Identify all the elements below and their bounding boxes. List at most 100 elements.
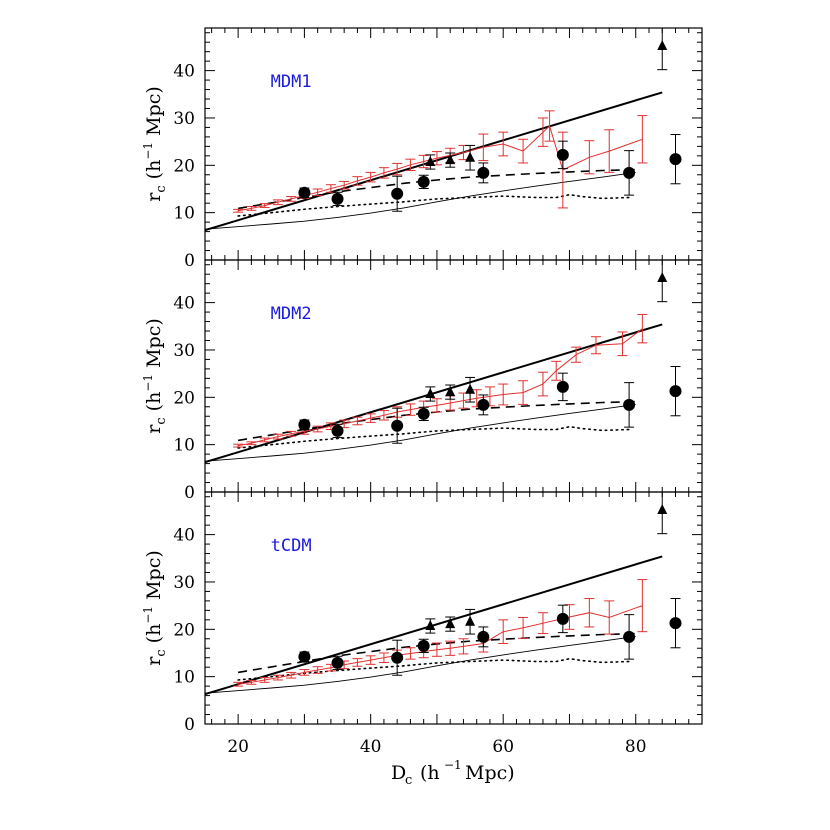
- y-axis-label-part: c: [154, 649, 169, 656]
- data-point-triangle: [445, 154, 456, 165]
- y-axis-label-part: −1: [141, 142, 155, 160]
- x-axis-label: D c (h −1 Mpc): [391, 758, 515, 788]
- data-point-circle: [556, 612, 569, 625]
- data-point-circle: [417, 175, 430, 188]
- y-tick-label: 0: [184, 715, 195, 735]
- y-tick-label: 20: [173, 620, 195, 640]
- data-point-circle: [331, 656, 344, 669]
- data-point-triangle: [465, 151, 476, 162]
- x-tick-label: 20: [227, 737, 249, 757]
- data-point-circle: [298, 650, 311, 663]
- data-point-circle: [417, 639, 430, 652]
- dotted-line: [237, 425, 630, 449]
- data-point-triangle: [445, 618, 456, 629]
- data-point-circle: [477, 630, 490, 643]
- y-tick-label: 40: [173, 526, 195, 546]
- data-point-circle: [391, 187, 404, 200]
- data-point-triangle: [425, 619, 436, 630]
- x-axis-label-unit: Mpc): [465, 762, 515, 784]
- data-point-circle: [623, 630, 636, 643]
- y-tick-label: 40: [173, 294, 195, 314]
- y-axis-label-part: Mpc): [143, 318, 165, 374]
- x-axis-label-paren: (h: [420, 762, 440, 784]
- data-point-circle: [556, 148, 569, 161]
- y-axis-label-part: −1: [141, 606, 155, 624]
- x-axis-label-subscript: c: [405, 773, 412, 788]
- model-line: [238, 328, 643, 447]
- y-tick-label: 30: [173, 573, 195, 593]
- y-axis-label-part: c: [154, 185, 169, 192]
- panel-label: tCDM: [271, 536, 312, 556]
- y-tick-label: 10: [173, 668, 195, 688]
- y-tick-label: 30: [173, 341, 195, 361]
- data-point-circle: [391, 651, 404, 664]
- dotted-line: [237, 657, 630, 681]
- data-point-circle: [391, 419, 404, 432]
- data-point-circle: [298, 418, 311, 431]
- thin-solid-line: [205, 171, 636, 230]
- y-axis-label-part: r: [143, 192, 165, 202]
- data-point-circle: [623, 398, 636, 411]
- x-tick-label: 80: [625, 737, 647, 757]
- y-tick-label: 30: [173, 109, 195, 129]
- y-axis-label-part: r: [143, 656, 165, 666]
- y-axis-label-part: r: [143, 424, 165, 434]
- thin-solid-line: [205, 635, 636, 694]
- y-axis-label-part: c: [154, 417, 169, 424]
- panel-frame: [204, 491, 703, 725]
- data-point-triangle: [425, 387, 436, 398]
- data-point-triangle: [445, 386, 456, 397]
- thick-solid-line: [205, 555, 663, 696]
- y-tick-label: 10: [173, 436, 195, 456]
- y-axis-label-part: Mpc): [143, 86, 165, 142]
- y-axis-label: rc (h−1 Mpc): [141, 86, 169, 202]
- y-axis-label-part: (h: [143, 624, 165, 650]
- data-point-circle: [477, 398, 490, 411]
- data-point-triangle: [657, 271, 668, 282]
- model-line: [238, 605, 643, 685]
- x-tick-label: 40: [360, 737, 382, 757]
- data-point-circle: [417, 407, 430, 420]
- panel-label: MDM1: [271, 72, 312, 92]
- plot-area: [205, 492, 682, 696]
- y-axis-label-part: −1: [141, 374, 155, 392]
- data-point-circle: [669, 617, 682, 630]
- thin-solid-line: [205, 403, 636, 462]
- data-point-triangle: [465, 615, 476, 626]
- data-point-triangle: [425, 155, 436, 166]
- plot-area: [205, 260, 682, 464]
- y-tick-label: 0: [184, 483, 195, 503]
- y-tick-label: 40: [173, 62, 195, 82]
- plot-area: [205, 28, 682, 232]
- data-point-triangle: [657, 39, 668, 50]
- y-axis-label-part: (h: [143, 160, 165, 186]
- dashed-line: [237, 632, 636, 674]
- dotted-line: [237, 193, 630, 217]
- x-axis-label-superscript: −1: [444, 758, 462, 772]
- y-tick-label: 20: [173, 388, 195, 408]
- y-axis-label-part: (h: [143, 392, 165, 418]
- data-point-circle: [669, 385, 682, 398]
- data-point-circle: [298, 186, 311, 199]
- data-point-circle: [331, 424, 344, 437]
- y-axis-label: rc (h−1 Mpc): [141, 318, 169, 434]
- data-point-circle: [669, 153, 682, 166]
- y-tick-label: 0: [184, 251, 195, 271]
- y-tick-label: 20: [173, 156, 195, 176]
- data-point-triangle: [465, 383, 476, 394]
- x-axis-label-main: D: [391, 762, 406, 784]
- thick-solid-line: [205, 91, 663, 232]
- x-tick-label: 60: [492, 737, 514, 757]
- y-axis-label: rc (h−1 Mpc): [141, 550, 169, 666]
- y-tick-label: 10: [173, 204, 195, 224]
- data-point-circle: [477, 166, 490, 179]
- data-point-circle: [623, 166, 636, 179]
- panel-3: 0 10 20 30 40 20 40 60 80 rc (h−1 Mpc) tCDM: [141, 491, 703, 757]
- y-axis-label-part: Mpc): [143, 550, 165, 606]
- data-point-triangle: [657, 503, 668, 514]
- data-point-circle: [556, 380, 569, 393]
